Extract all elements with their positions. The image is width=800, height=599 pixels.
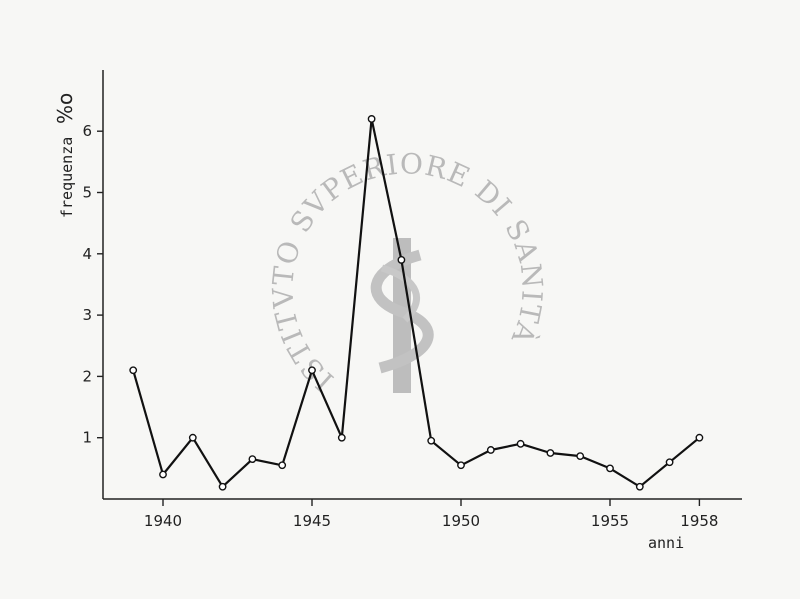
data-point — [397, 256, 406, 264]
axes — [102, 70, 742, 500]
data-point — [695, 433, 704, 442]
x-tick-label: 1950 — [442, 512, 480, 530]
series-group — [129, 115, 704, 491]
data-point — [457, 461, 465, 470]
y-tick-label: 3 — [82, 306, 92, 324]
y-tick-label: 6 — [82, 122, 92, 140]
x-tick-label: 1958 — [680, 512, 718, 530]
data-point — [308, 366, 316, 375]
y-tick-label: 2 — [82, 367, 92, 385]
x-axis-title: anni — [648, 534, 684, 552]
ticks — [97, 130, 701, 506]
data-point — [337, 433, 346, 442]
data-point — [188, 433, 197, 442]
x-tick-label: 1955 — [591, 512, 629, 530]
y-axis-title: frequenza — [58, 137, 76, 218]
data-point — [635, 482, 644, 491]
data-point — [576, 452, 585, 460]
data-point — [159, 470, 167, 479]
series-line — [132, 117, 701, 488]
x-tick-label: 1940 — [144, 512, 182, 530]
data-point — [486, 446, 495, 454]
tick-labels: 1 2 3 4 5 6 1940 1945 1950 1955 1958 — [82, 122, 718, 530]
data-point — [665, 458, 674, 467]
data-point — [367, 115, 376, 123]
data-point — [546, 449, 555, 457]
y-tick-label: 1 — [82, 429, 92, 447]
data-point — [278, 461, 287, 470]
y-tick-label: 4 — [82, 245, 92, 263]
data-point — [516, 439, 525, 448]
data-point — [606, 464, 614, 473]
y-axis-unit: %o — [53, 93, 77, 124]
data-point — [427, 436, 436, 445]
watermark-seal: ISTITVTO SVPERIORE DI SANITÀ — [266, 147, 548, 397]
x-tick-label: 1945 — [293, 512, 331, 530]
data-point — [248, 455, 257, 464]
data-point — [129, 366, 138, 375]
y-tick-label: 5 — [82, 184, 92, 202]
data-point — [218, 482, 227, 491]
